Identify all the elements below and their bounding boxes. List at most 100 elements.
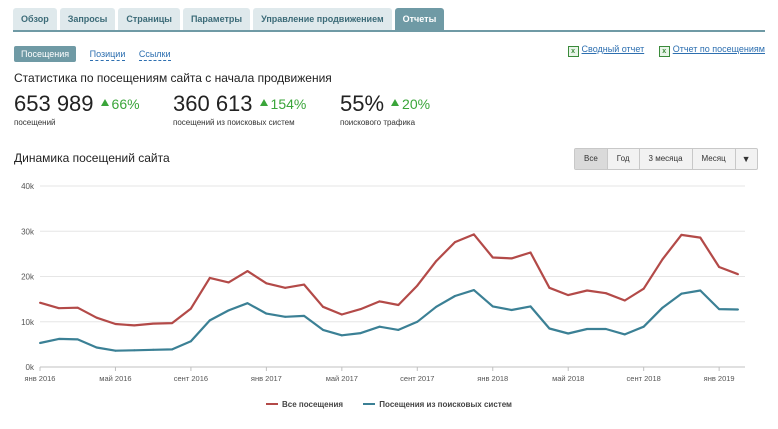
data-point — [642, 325, 645, 328]
kpi-visits: 653 989 66% посещений — [14, 91, 140, 127]
x-tick-label: сент 2016 — [174, 374, 208, 383]
kpi-caption: посещений — [14, 118, 56, 127]
subtab-positions[interactable]: Позиции — [89, 49, 126, 61]
kpi-value: 360 613 — [173, 91, 253, 116]
series-line-1 — [39, 289, 739, 352]
data-point — [454, 241, 457, 244]
chart-legend: Все посещения Посещения из поисковых сис… — [0, 400, 778, 409]
tab-2[interactable]: Страницы — [118, 8, 180, 30]
visits-report-link[interactable]: x Отчет по посещениям — [658, 44, 765, 57]
data-point — [397, 304, 400, 307]
data-point — [321, 328, 324, 331]
data-point — [548, 327, 551, 330]
kpi-change: 154% — [270, 96, 307, 112]
data-point — [529, 305, 532, 308]
range-dropdown-button[interactable]: ▼ — [741, 154, 751, 164]
kpi-change: 66% — [111, 96, 140, 112]
legend-swatch — [266, 403, 279, 405]
kpi-change: 20% — [402, 96, 431, 112]
report-links: x Сводный отчет x Отчет по посещениям — [556, 44, 765, 57]
legend-label: Все посещения — [282, 400, 344, 409]
data-point — [604, 292, 607, 295]
visits-report-label: Отчет по посещениям — [672, 44, 765, 54]
data-point — [718, 265, 721, 268]
data-point — [737, 308, 739, 311]
data-point — [246, 302, 249, 305]
x-tick-label: май 2017 — [326, 374, 358, 383]
data-point — [39, 342, 41, 345]
x-tick-label: май 2018 — [552, 374, 584, 383]
arrow-up-icon — [259, 99, 268, 106]
data-point — [661, 258, 664, 261]
series-line-0 — [39, 233, 739, 327]
subtab-links[interactable]: Ссылки — [138, 49, 171, 61]
data-point — [718, 308, 721, 311]
arrow-up-icon — [100, 99, 109, 106]
data-point — [227, 281, 230, 284]
data-point — [39, 301, 41, 304]
data-point — [189, 340, 192, 343]
data-point — [303, 283, 306, 286]
legend-search-visits[interactable]: Посещения из поисковых систем — [363, 400, 512, 409]
data-point — [567, 294, 570, 297]
excel-icon: x — [658, 46, 670, 57]
legend-swatch — [363, 403, 376, 405]
range-year-button[interactable]: Год — [608, 149, 640, 169]
x-tick-label: янв 2018 — [477, 374, 508, 383]
data-point — [491, 256, 494, 259]
data-point — [57, 307, 60, 310]
range-3months-button[interactable]: 3 месяца — [640, 149, 693, 169]
data-point — [623, 299, 626, 302]
data-point — [586, 327, 589, 330]
data-point — [586, 289, 589, 292]
kpi-value: 55% — [340, 91, 385, 116]
data-point — [95, 316, 98, 319]
data-point — [208, 276, 211, 279]
data-point — [284, 315, 287, 318]
data-point — [510, 257, 513, 260]
legend-all-visits[interactable]: Все посещения — [266, 400, 343, 409]
data-point — [57, 337, 60, 340]
legend-label: Посещения из поисковых систем — [379, 400, 512, 409]
data-point — [435, 305, 438, 308]
subtab-visits[interactable]: Посещения — [14, 46, 77, 62]
y-tick-label: 0k — [26, 363, 35, 372]
data-point — [567, 332, 570, 335]
kpi-caption: посещений из поисковых систем — [173, 118, 295, 127]
data-point — [359, 308, 362, 311]
x-tick-label: сент 2017 — [400, 374, 434, 383]
range-month-button[interactable]: Месяц — [693, 149, 736, 169]
kpi-search-visits: 360 613 154% посещений из поисковых систе… — [173, 91, 306, 127]
data-point — [491, 305, 494, 308]
tab-0[interactable]: Обзор — [13, 8, 57, 30]
data-point — [152, 348, 155, 351]
stats-title: Статистика по посещениям сайта с начала … — [14, 71, 332, 85]
x-tick-label: янв 2019 — [704, 374, 735, 383]
data-point — [133, 349, 136, 352]
tab-4[interactable]: Управление продвижением — [253, 8, 392, 30]
summary-report-link[interactable]: x Сводный отчет — [567, 44, 644, 57]
data-point — [114, 323, 117, 326]
chart-title: Динамика посещений сайта — [14, 151, 170, 165]
data-point — [604, 327, 607, 330]
range-all-button[interactable]: Все — [575, 149, 608, 169]
kpi-search-share: 55% 20% поискового трафика — [340, 91, 430, 127]
data-point — [133, 324, 136, 327]
tab-1[interactable]: Запросы — [59, 8, 116, 30]
data-point — [529, 251, 532, 254]
x-tick-label: янв 2017 — [251, 374, 282, 383]
data-point — [284, 286, 287, 289]
data-point — [397, 328, 400, 331]
data-point — [510, 308, 513, 311]
excel-icon: x — [567, 46, 579, 57]
data-point — [208, 319, 211, 322]
data-point — [114, 349, 117, 352]
data-point — [472, 233, 475, 236]
data-point — [737, 273, 739, 276]
data-point — [359, 332, 362, 335]
data-point — [661, 306, 664, 309]
tab-5[interactable]: Отчеты — [394, 8, 445, 30]
tab-3[interactable]: Параметры — [182, 8, 251, 30]
data-point — [378, 300, 381, 303]
